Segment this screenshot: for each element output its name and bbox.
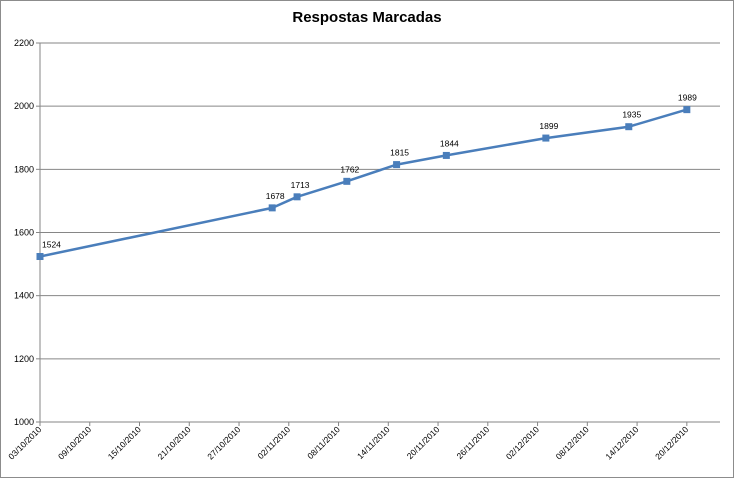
x-tick-label: 08/11/2010	[305, 424, 342, 461]
data-label: 1899	[539, 121, 558, 131]
data-point-marker	[268, 204, 276, 212]
x-tick-label: 26/11/2010	[455, 424, 492, 461]
data-point-marker	[36, 253, 44, 261]
gridlines	[40, 42, 720, 360]
x-tick-label: 20/11/2010	[405, 424, 442, 461]
y-tick-label: 1000	[14, 417, 34, 427]
x-tick-label: 02/12/2010	[504, 424, 541, 461]
y-tick-label: 2000	[14, 101, 34, 111]
series-line	[36, 106, 691, 261]
x-tick-label: 09/10/2010	[56, 424, 93, 461]
data-labels: 1524 1678 1713 1762 1815 1844 1899 1935 1989	[42, 93, 697, 250]
y-tick-label: 2200	[14, 38, 34, 48]
data-label: 1713	[291, 180, 310, 190]
axes	[36, 42, 720, 426]
data-point-marker	[343, 177, 351, 185]
x-tick-label: 14/12/2010	[603, 424, 640, 461]
data-label: 1815	[390, 148, 409, 158]
x-tick-label: 14/11/2010	[355, 424, 392, 461]
data-point-marker	[393, 161, 401, 169]
y-tick-labels: 1000 1200 1400 1600 1800 2000 2200	[14, 38, 34, 427]
data-label: 1844	[440, 138, 459, 148]
data-label: 1524	[42, 240, 61, 250]
data-label: 1678	[266, 191, 285, 201]
x-tick-label: 20/12/2010	[653, 424, 690, 461]
data-point-marker	[625, 123, 633, 131]
data-point-marker	[442, 151, 450, 159]
data-point-marker	[542, 134, 550, 142]
x-tick-label: 02/11/2010	[255, 424, 292, 461]
x-tick-label: 27/10/2010	[205, 424, 242, 461]
data-label: 1935	[622, 110, 641, 120]
y-tick-label: 1600	[14, 228, 34, 238]
data-point-marker	[683, 106, 691, 114]
y-tick-label: 1200	[14, 354, 34, 364]
x-tick-label: 15/10/2010	[106, 424, 143, 461]
y-tick-label: 1800	[14, 164, 34, 174]
x-tick-labels: 03/10/2010 09/10/2010 15/10/2010 21/10/2010…	[6, 424, 690, 461]
data-point-marker	[293, 193, 301, 201]
series-line-path	[39, 108, 688, 258]
x-tick-label: 03/10/2010	[6, 424, 43, 461]
x-tick-label: 08/12/2010	[554, 424, 591, 461]
chart-title: Respostas Marcadas	[292, 9, 442, 26]
data-label: 1762	[340, 164, 359, 174]
data-label: 1989	[678, 93, 697, 103]
y-tick-label: 1400	[14, 291, 34, 301]
x-tick-label: 21/10/2010	[156, 424, 193, 461]
